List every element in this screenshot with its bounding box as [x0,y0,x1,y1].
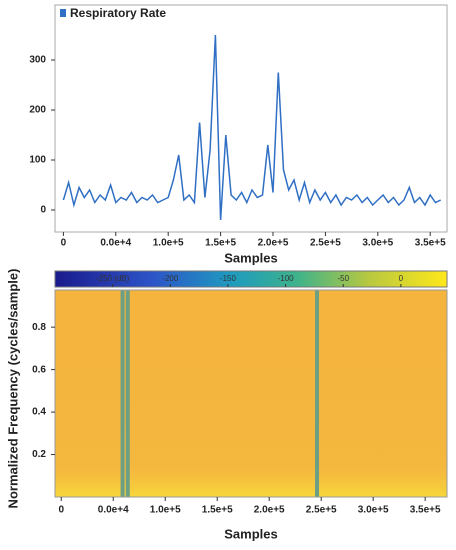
stripe [120,290,125,497]
x-tick-label: 1.0e+5 [153,238,184,249]
y-tick-label: 0.4 [32,407,46,418]
legend-swatch [60,9,66,17]
y-tick-label: 100 [29,155,46,166]
colorbar-label: -150 [220,274,237,283]
heatmap-shade [55,290,447,497]
x-tick-label: 1.5e+5 [205,238,236,249]
x-tick-label: 3.5e+5 [410,505,441,516]
x-tick-label: 3.5e+5 [415,238,446,249]
colorbar-label: -100 [278,274,295,283]
x-tick-label: 0 [58,505,64,516]
x-tick-label: 0.0e+4 [98,505,129,516]
stripe [315,290,320,497]
legend-label: Respiratory Rate [70,6,166,20]
x-tick-label: 1.5e+5 [202,505,233,516]
x-tick-label: 3.0e+5 [358,505,389,516]
x-tick-label: 0 [61,238,67,249]
x-tick-label: 2.5e+5 [310,238,341,249]
y-axis-label: Normalized Frequency (cycles/sample) [5,269,20,509]
data-line [62,34,442,221]
y-tick-label: 0 [40,205,46,216]
x-axis-label: Samples [224,526,277,541]
y-tick-label: 0.2 [32,449,46,460]
x-axis-label: Samples [224,250,277,265]
plot-frame [54,289,448,498]
x-tick-label: 3.0e+5 [362,238,393,249]
y-tick-label: 200 [29,105,46,116]
colorbar-label: -250 (dB) [96,274,130,283]
x-tick-label: 2.5e+5 [306,505,337,516]
x-tick-label: 1.0e+5 [150,505,181,516]
x-tick-label: 2.0e+5 [258,238,289,249]
colorbar-label: 0 [399,274,404,283]
y-tick-label: 0.6 [32,364,46,375]
colorbar [54,270,448,288]
x-tick-label: 0.0e+4 [100,238,131,249]
x-tick-label: 2.0e+5 [254,505,285,516]
colorbar-label: -50 [337,274,349,283]
y-tick-label: 300 [29,55,46,66]
stripe [125,290,130,497]
colorbar-label: -200 [162,274,179,283]
y-tick-label: 0.8 [32,322,46,333]
